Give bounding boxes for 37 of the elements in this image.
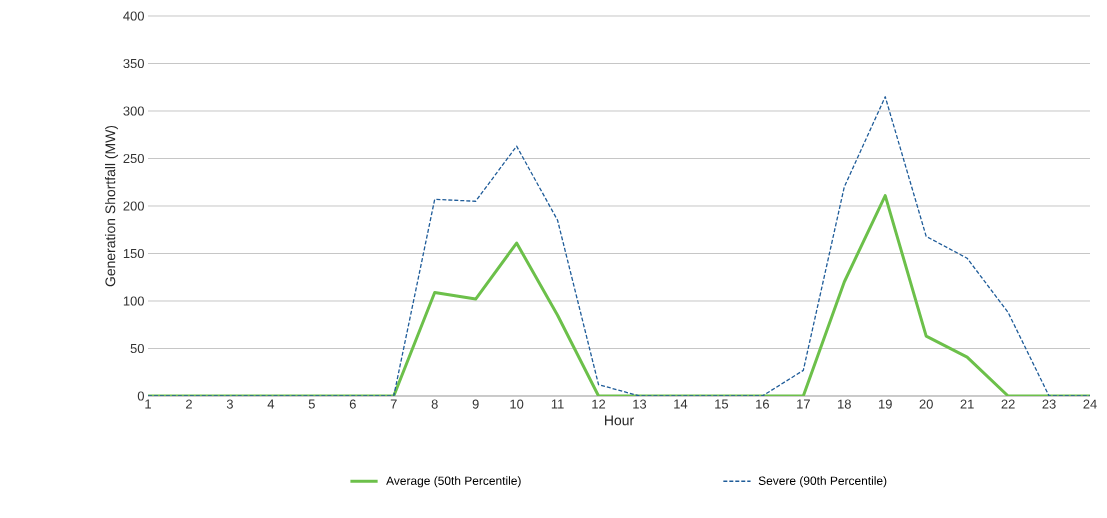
x-tick-label: 2 <box>186 399 192 409</box>
y-tick-label: 50 <box>130 343 144 354</box>
x-tick-label: 5 <box>308 399 315 409</box>
x-tick-label: 15 <box>715 399 729 409</box>
x-tick-label: 17 <box>797 399 810 409</box>
x-tick-label: 9 <box>472 399 479 409</box>
y-tick-label: 350 <box>123 58 144 69</box>
x-tick-label: 21 <box>960 399 974 409</box>
x-tick-label: 4 <box>267 399 275 409</box>
y-tick-label: 400 <box>123 11 144 21</box>
x-tick-label: 20 <box>919 399 933 409</box>
y-tick-label: 150 <box>123 248 144 259</box>
x-tick-label: 8 <box>431 399 438 409</box>
x-tick-label: 14 <box>674 399 688 409</box>
x-tick-label: 11 <box>551 399 564 409</box>
x-tick-label: 18 <box>838 399 851 409</box>
x-tick-label: 7 <box>390 399 397 409</box>
x-tick-label: 13 <box>633 399 647 409</box>
x-tick-label: 24 <box>1083 399 1097 409</box>
x-tick-label: 23 <box>1042 399 1056 409</box>
x-axis-title: Hour <box>605 415 634 426</box>
legend-label: Severe (90th Percentile) <box>758 476 887 488</box>
y-axis-title: Generation Shortfall (MW) <box>105 125 119 287</box>
y-tick-label: 100 <box>123 296 144 306</box>
x-tick-label: 10 <box>510 399 524 409</box>
x-tick-label: 6 <box>349 399 356 409</box>
x-tick-label: 19 <box>879 399 892 409</box>
y-tick-label: 300 <box>123 106 144 116</box>
x-tick-label: 22 <box>1001 399 1015 409</box>
x-tick-label: 1 <box>145 399 151 409</box>
x-tick-label: 12 <box>592 399 606 409</box>
legend-label: Average (50th Percentile) <box>386 476 521 488</box>
x-tick-label: 3 <box>226 399 233 409</box>
y-tick-label: 200 <box>123 201 144 211</box>
x-tick-label: 16 <box>756 399 769 409</box>
y-tick-label: 0 <box>137 391 144 401</box>
y-tick-label: 250 <box>123 153 144 164</box>
